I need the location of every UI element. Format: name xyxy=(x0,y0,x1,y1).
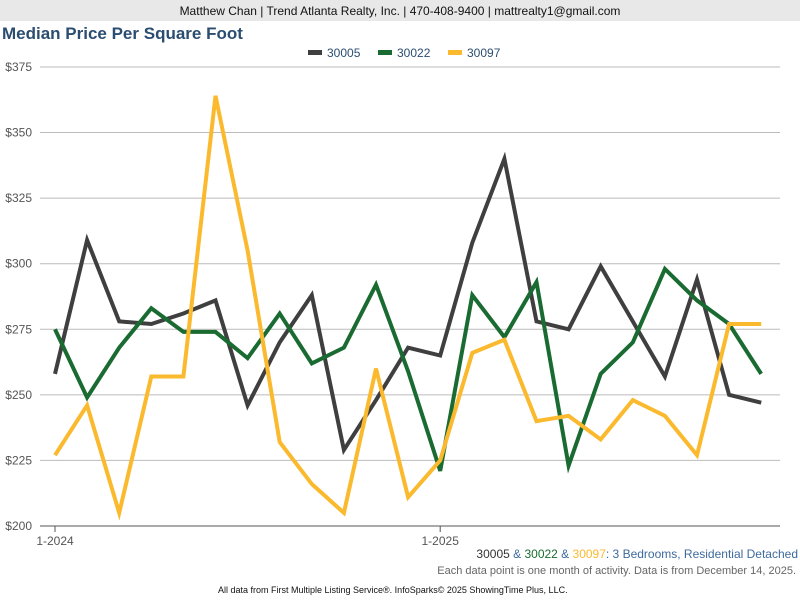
data-note: Each data point is one month of activity… xyxy=(437,565,796,577)
subtitle-sep: & xyxy=(509,547,525,561)
y-tick-label: $250 xyxy=(5,388,32,402)
legend-label-30005: 30005 xyxy=(327,46,361,60)
chart-title: Median Price Per Square Foot xyxy=(2,24,243,43)
y-tick-label: $275 xyxy=(5,322,32,336)
x-tick-label: 1-2025 xyxy=(422,534,460,548)
chart-subtitle: 30005 & 30022 & 30097: 3 Bedrooms, Resid… xyxy=(476,547,798,561)
subtitle-series-2: 30022 xyxy=(524,547,558,561)
footer-credit: All data from First Multiple Listing Ser… xyxy=(218,585,568,595)
subtitle-series-1: 30005 xyxy=(476,547,510,561)
subtitle-sep: & xyxy=(557,547,573,561)
series-line-30097 xyxy=(53,95,762,521)
legend-swatch-30022 xyxy=(378,50,392,55)
agent-contact-bar: Matthew Chan | Trend Atlanta Realty, Inc… xyxy=(0,0,800,21)
y-tick-label: $225 xyxy=(5,453,32,467)
series-line-30005 xyxy=(53,151,762,456)
legend-label-30097: 30097 xyxy=(467,46,501,60)
y-tick-label: $325 xyxy=(5,191,32,205)
y-tick-label: $375 xyxy=(5,60,32,74)
x-tick-label: 1-2024 xyxy=(36,534,74,548)
series-line-30022 xyxy=(53,265,763,474)
legend-swatch-30005 xyxy=(308,50,322,55)
y-tick-label: $350 xyxy=(5,126,32,140)
subtitle-series-3: 30097 xyxy=(572,547,606,561)
y-tick-label: $300 xyxy=(5,257,32,271)
legend-swatch-30097 xyxy=(448,50,462,55)
subtitle-rest: : 3 Bedrooms, Residential Detached xyxy=(605,547,798,561)
legend-label-30022: 30022 xyxy=(397,46,431,60)
y-tick-label: $200 xyxy=(5,519,32,533)
